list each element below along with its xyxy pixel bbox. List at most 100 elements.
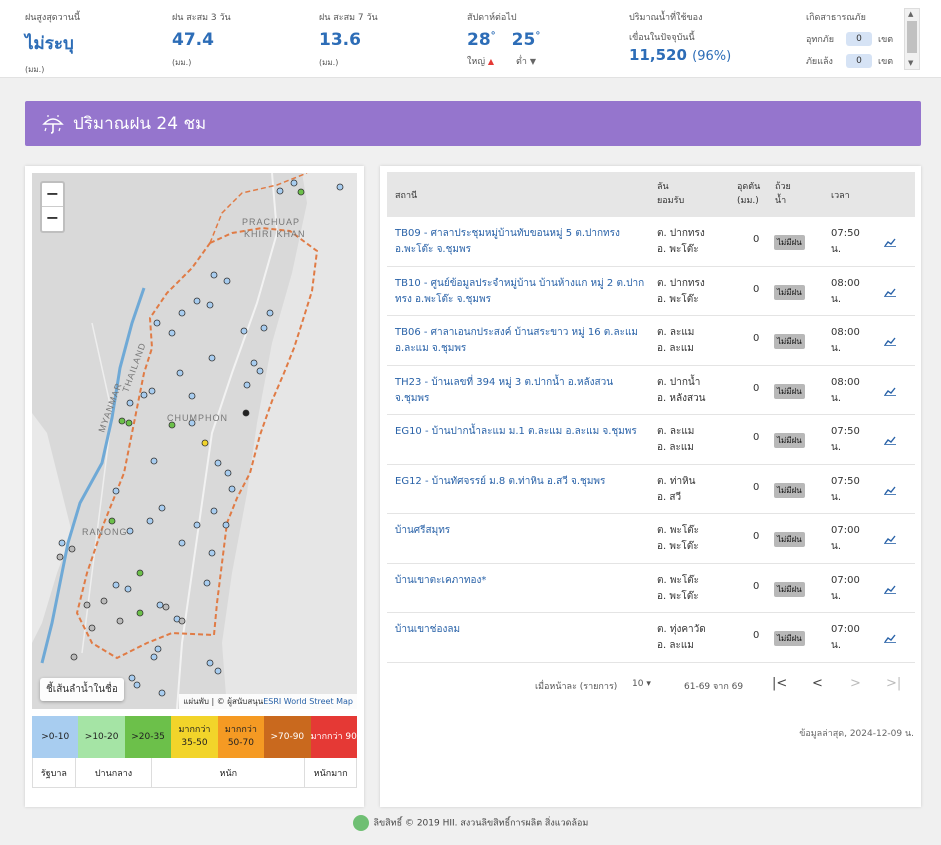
river-toggle-button[interactable]: ชี้เส้นลำน้ำในชื่อ xyxy=(40,678,124,701)
line-chart-icon[interactable] xyxy=(884,534,896,544)
station-dot[interactable] xyxy=(210,507,218,515)
station-dot[interactable] xyxy=(154,645,162,653)
station-link[interactable]: TB06 - ศาลาเอนกประสงค์ บ้านสระขาว หมู่ 1… xyxy=(395,327,638,354)
table-row[interactable]: EG12 - บ้านทัศจรรย์ ม.8 ต.ท่าหิน อ.สวี จ… xyxy=(387,465,915,514)
zoom-out-button[interactable]: − xyxy=(45,208,60,227)
station-dot[interactable] xyxy=(214,667,222,675)
table-row[interactable]: TH23 - บ้านเลขที่ 394 หมู่ 3 ต.ปากน้ำ อ.… xyxy=(387,366,915,415)
station-dot[interactable] xyxy=(201,439,209,447)
station-dot[interactable] xyxy=(150,653,158,661)
station-dot[interactable] xyxy=(58,539,66,547)
stats-scrollbar[interactable]: ▲ ▼ xyxy=(904,8,920,70)
station-dot[interactable] xyxy=(214,459,222,467)
line-chart-icon[interactable] xyxy=(884,336,896,346)
station-dot[interactable] xyxy=(148,387,156,395)
station-dot[interactable] xyxy=(83,601,91,609)
station-markers[interactable] xyxy=(56,179,344,697)
station-dot[interactable] xyxy=(242,409,250,417)
station-dot[interactable] xyxy=(108,517,116,525)
station-dot[interactable] xyxy=(297,188,305,196)
station-dot[interactable] xyxy=(88,624,96,632)
col-water[interactable]: ถ้วย น้ำ xyxy=(775,182,791,206)
station-dot[interactable] xyxy=(156,601,164,609)
station-dot[interactable] xyxy=(206,301,214,309)
station-dot[interactable] xyxy=(125,419,133,427)
station-link[interactable]: บ้านเขาตะเคภาทอง* xyxy=(395,574,487,586)
line-chart-icon[interactable] xyxy=(884,386,896,396)
line-chart-icon[interactable] xyxy=(884,584,896,594)
station-dot[interactable] xyxy=(56,553,64,561)
station-dot[interactable] xyxy=(162,603,170,611)
col-time[interactable]: เวลา xyxy=(831,191,850,201)
station-dot[interactable] xyxy=(150,457,158,465)
line-chart-icon[interactable] xyxy=(884,485,896,495)
first-page-button[interactable]: |< xyxy=(772,676,788,691)
station-link[interactable]: TH23 - บ้านเลขที่ 394 หมู่ 3 ต.ปากน้ำ อ.… xyxy=(395,376,614,404)
station-dot[interactable] xyxy=(68,545,76,553)
col-area[interactable]: ลัน ยอมรับ xyxy=(657,182,685,206)
station-dot[interactable] xyxy=(193,521,201,529)
station-link[interactable]: EG12 - บ้านทัศจรรย์ ม.8 ต.ท่าหิน อ.สวี จ… xyxy=(395,475,606,487)
station-dot[interactable] xyxy=(178,539,186,547)
station-dot[interactable] xyxy=(146,517,154,525)
station-dot[interactable] xyxy=(240,327,248,335)
col-station[interactable]: สถานี xyxy=(395,191,418,201)
station-dot[interactable] xyxy=(276,187,284,195)
station-dot[interactable] xyxy=(136,609,144,617)
table-row[interactable]: TB09 - ศาลาประชุมหมู่บ้านทับขอนหมู่ 5 ต.… xyxy=(387,217,915,267)
station-dot[interactable] xyxy=(168,329,176,337)
station-dot[interactable] xyxy=(112,487,120,495)
station-dot[interactable] xyxy=(140,391,148,399)
station-dot[interactable] xyxy=(112,581,120,589)
station-dot[interactable] xyxy=(133,681,141,689)
station-link[interactable]: บ้านศรีสมุทร xyxy=(395,525,451,536)
col-temp[interactable]: อุดตัน (มม.) xyxy=(737,182,761,206)
station-dot[interactable] xyxy=(100,597,108,605)
line-chart-icon[interactable] xyxy=(884,237,896,247)
station-dot[interactable] xyxy=(126,527,134,535)
station-dot[interactable] xyxy=(210,271,218,279)
station-dot[interactable] xyxy=(126,399,134,407)
station-dot[interactable] xyxy=(188,419,196,427)
map-canvas[interactable]: PRACHUAP KHIRI KHAN CHUMPHON RANONG THAI… xyxy=(32,173,357,709)
station-dot[interactable] xyxy=(222,521,230,529)
table-row[interactable]: บ้านเขาตะเคภาทอง* ต. พะโต๊ะ อ. พะโต๊ะ 0 ไม่ม… xyxy=(387,564,915,613)
station-dot[interactable] xyxy=(228,485,236,493)
station-dot[interactable] xyxy=(193,297,201,305)
station-link[interactable]: TB10 - ศูนย์ข้อมูลประจำหมู่บ้าน บ้านห้าง… xyxy=(395,277,645,305)
station-dot[interactable] xyxy=(178,309,186,317)
line-chart-icon[interactable] xyxy=(884,633,896,643)
per-page-select[interactable]: 10 ▾ xyxy=(632,679,651,689)
table-row[interactable]: TB10 - ศูนย์ข้อมูลประจำหมู่บ้าน บ้านห้าง… xyxy=(387,267,915,316)
station-dot[interactable] xyxy=(188,392,196,400)
station-dot[interactable] xyxy=(158,689,166,697)
station-dot[interactable] xyxy=(116,617,124,625)
table-row[interactable]: บ้านเขาช่องลม ต. ทุ่งคาวัด อ. ละแม 0 ไม่มีฝน… xyxy=(387,613,915,663)
station-dot[interactable] xyxy=(168,421,176,429)
station-dot[interactable] xyxy=(128,674,136,682)
prev-page-button[interactable]: < xyxy=(812,676,823,691)
table-row[interactable]: บ้านศรีสมุทร ต. พะโต๊ะ อ. พะโต๊ะ 0 ไม่มีฝน 07… xyxy=(387,514,915,564)
station-dot[interactable] xyxy=(256,367,264,375)
station-link[interactable]: บ้านเขาช่องลม xyxy=(395,624,461,635)
table-row[interactable]: TB06 - ศาลาเอนกประสงค์ บ้านสระขาว หมู่ 1… xyxy=(387,316,915,366)
station-dot[interactable] xyxy=(290,179,298,187)
line-chart-icon[interactable] xyxy=(884,435,896,445)
station-dot[interactable] xyxy=(208,549,216,557)
station-dot[interactable] xyxy=(208,354,216,362)
zoom-in-button[interactable]: − xyxy=(42,183,63,207)
station-dot[interactable] xyxy=(203,579,211,587)
station-dot[interactable] xyxy=(260,324,268,332)
table-row[interactable]: EG10 - บ้านปากน้ำละแม ม.1 ต.ละแม อ.ละแม … xyxy=(387,415,915,465)
station-dot[interactable] xyxy=(153,319,161,327)
station-dot[interactable] xyxy=(224,469,232,477)
station-dot[interactable] xyxy=(178,617,186,625)
station-dot[interactable] xyxy=(250,359,258,367)
station-link[interactable]: TB09 - ศาลาประชุมหมู่บ้านทับขอนหมู่ 5 ต.… xyxy=(395,228,620,255)
station-dot[interactable] xyxy=(336,183,344,191)
station-dot[interactable] xyxy=(206,659,214,667)
station-dot[interactable] xyxy=(266,309,274,317)
station-dot[interactable] xyxy=(176,369,184,377)
station-dot[interactable] xyxy=(124,585,132,593)
station-dot[interactable] xyxy=(70,653,78,661)
